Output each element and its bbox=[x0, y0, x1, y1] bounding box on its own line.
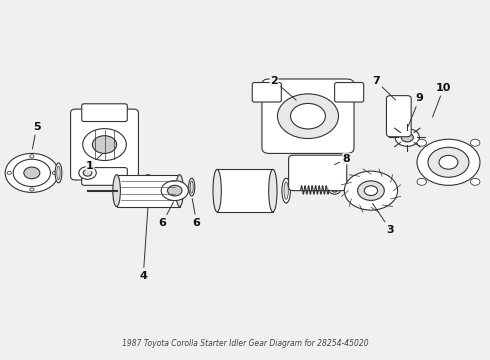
Ellipse shape bbox=[140, 175, 156, 207]
FancyBboxPatch shape bbox=[71, 109, 138, 180]
Text: 6: 6 bbox=[159, 202, 173, 228]
Circle shape bbox=[364, 186, 378, 195]
Text: 9: 9 bbox=[408, 94, 423, 126]
Circle shape bbox=[332, 188, 338, 192]
Circle shape bbox=[470, 178, 480, 185]
Circle shape bbox=[24, 167, 40, 179]
Ellipse shape bbox=[113, 175, 121, 207]
Text: 7: 7 bbox=[372, 76, 395, 100]
Text: 4: 4 bbox=[139, 208, 148, 281]
FancyBboxPatch shape bbox=[252, 82, 281, 102]
Circle shape bbox=[358, 181, 384, 201]
Bar bbox=[117, 175, 180, 207]
Circle shape bbox=[329, 186, 341, 194]
Ellipse shape bbox=[189, 178, 195, 196]
Ellipse shape bbox=[190, 181, 193, 193]
Text: 1: 1 bbox=[86, 154, 102, 171]
Circle shape bbox=[439, 156, 458, 169]
Circle shape bbox=[161, 181, 188, 201]
Circle shape bbox=[7, 171, 11, 175]
Circle shape bbox=[291, 103, 325, 129]
Ellipse shape bbox=[284, 182, 288, 199]
Circle shape bbox=[93, 136, 117, 153]
Ellipse shape bbox=[213, 169, 221, 212]
Circle shape bbox=[13, 159, 50, 186]
Text: 10: 10 bbox=[433, 83, 451, 117]
Text: 6: 6 bbox=[192, 199, 200, 228]
Circle shape bbox=[401, 133, 414, 142]
Text: 3: 3 bbox=[372, 203, 394, 235]
FancyBboxPatch shape bbox=[289, 155, 347, 191]
Circle shape bbox=[417, 139, 480, 185]
FancyBboxPatch shape bbox=[262, 79, 354, 153]
Text: 2: 2 bbox=[270, 76, 296, 100]
Circle shape bbox=[344, 171, 397, 210]
Circle shape bbox=[83, 129, 126, 161]
Circle shape bbox=[5, 153, 58, 192]
Circle shape bbox=[30, 155, 34, 158]
Circle shape bbox=[83, 170, 92, 176]
Ellipse shape bbox=[269, 169, 277, 212]
FancyBboxPatch shape bbox=[335, 82, 364, 102]
Circle shape bbox=[277, 94, 339, 139]
Circle shape bbox=[30, 188, 34, 191]
FancyBboxPatch shape bbox=[82, 168, 127, 185]
Circle shape bbox=[417, 139, 426, 146]
Text: 1987 Toyota Corolla Starter Idler Gear Diagram for 28254-45020: 1987 Toyota Corolla Starter Idler Gear D… bbox=[122, 338, 368, 347]
Bar bbox=[217, 169, 273, 212]
Circle shape bbox=[395, 129, 419, 146]
Text: 5: 5 bbox=[32, 122, 41, 149]
Ellipse shape bbox=[282, 178, 291, 203]
Text: 8: 8 bbox=[335, 154, 351, 165]
FancyBboxPatch shape bbox=[82, 104, 127, 122]
Circle shape bbox=[79, 167, 96, 179]
Circle shape bbox=[52, 171, 57, 175]
Circle shape bbox=[428, 147, 469, 177]
Circle shape bbox=[470, 139, 480, 146]
Circle shape bbox=[168, 185, 182, 196]
Circle shape bbox=[417, 178, 426, 185]
Ellipse shape bbox=[55, 163, 62, 183]
Ellipse shape bbox=[176, 175, 183, 207]
FancyBboxPatch shape bbox=[387, 96, 411, 137]
Ellipse shape bbox=[57, 166, 60, 180]
